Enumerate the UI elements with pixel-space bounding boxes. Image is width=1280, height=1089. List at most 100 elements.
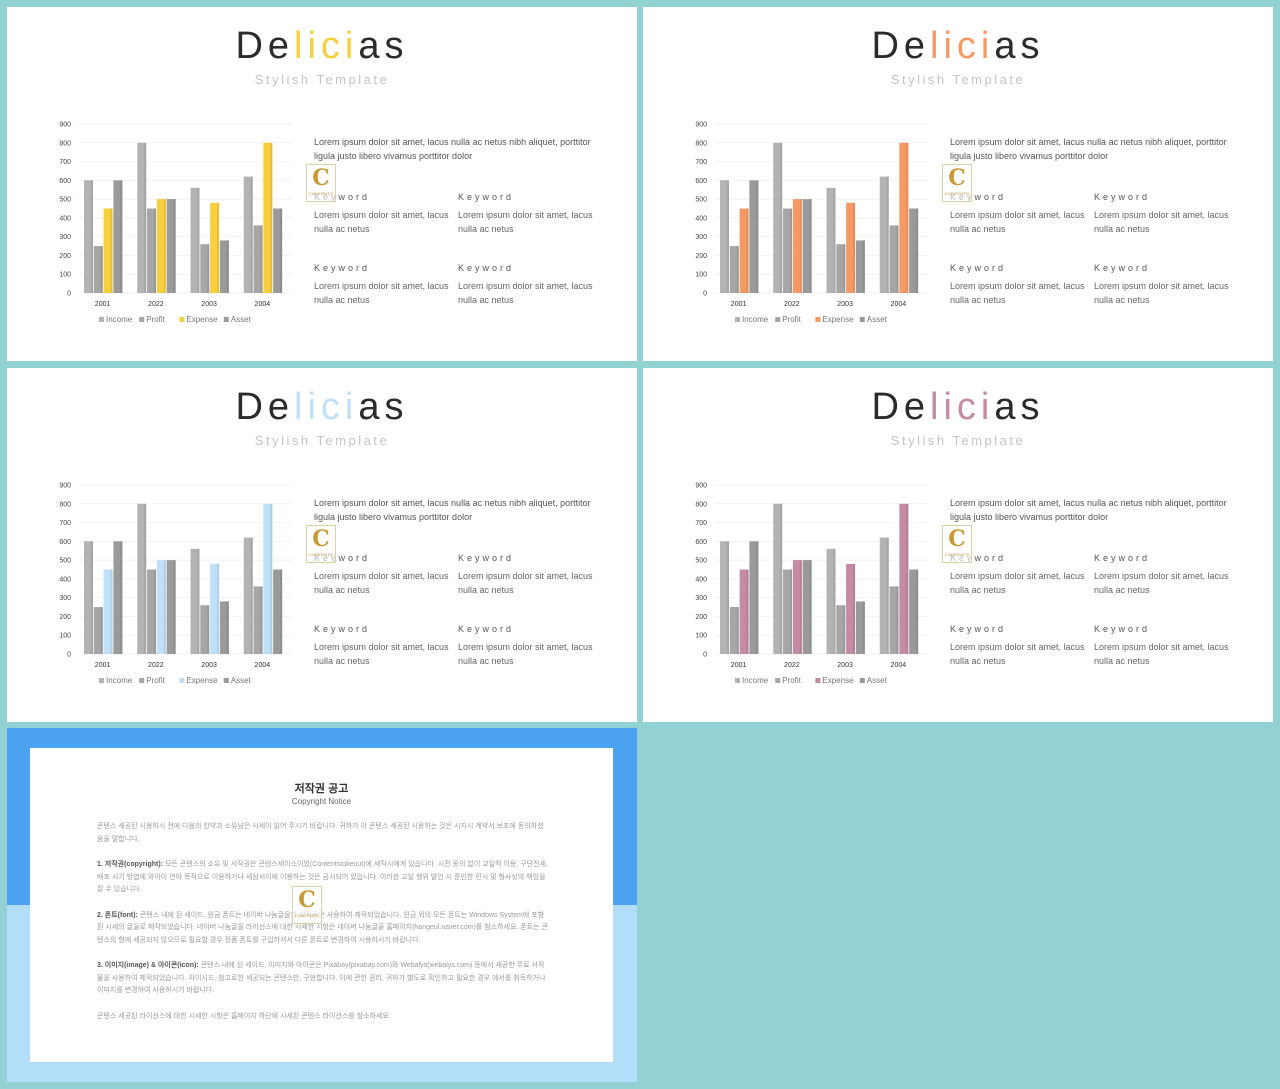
bar-shade	[110, 569, 113, 654]
slide-subtitle: Stylish Template	[890, 72, 1026, 87]
keyword-text: Lorem ipsum dolor sit amet, lacus nulla …	[458, 281, 593, 305]
y-tick-label: 800	[695, 501, 707, 508]
bar-shade	[217, 563, 220, 654]
keyword-title: Keyword	[314, 553, 371, 563]
slide-orange[interactable]: Delicias Stylish Template 0 100 200 300 400 5…	[643, 7, 1273, 361]
legend-label: Profit	[146, 676, 165, 685]
y-tick-label: 900	[695, 483, 707, 490]
y-tick-label: 500	[59, 197, 71, 204]
legend-swatch	[815, 678, 821, 683]
description-text: Lorem ipsum dolor sit amet, lacus nulla …	[314, 137, 591, 161]
legend-label: Expense	[822, 676, 854, 685]
bar-profit	[889, 586, 899, 654]
bar-asset	[855, 240, 865, 293]
keyword-text: Lorem ipsum dolor sit amet, lacus nulla …	[458, 210, 593, 234]
bar-chart: 0 100 200 300 400 500 600 700 800 900 2001 2022 2003…	[695, 122, 928, 324]
y-tick-label: 200	[695, 614, 707, 621]
slide-blue[interactable]: Delicias Stylish Template 0 100 200 300 400 5…	[7, 368, 637, 722]
bar-shade	[833, 548, 836, 654]
y-tick-label: 700	[59, 159, 71, 166]
legend-label: Income	[742, 676, 769, 685]
bar-shade	[756, 541, 759, 654]
bar-shade	[250, 537, 253, 654]
y-tick-label: 500	[695, 197, 707, 204]
x-tick-label: 2001	[95, 301, 111, 308]
legend-label: Asset	[231, 676, 252, 685]
legend-label: Asset	[867, 676, 888, 685]
y-tick-label: 700	[695, 520, 707, 527]
keyword-text: Lorem ipsum dolor sit amet, lacus nulla …	[950, 281, 1085, 305]
y-tick-label: 700	[59, 520, 71, 527]
keyword-text: Lorem ipsum dolor sit amet, lacus nulla …	[950, 210, 1085, 234]
bar-shade	[120, 541, 123, 654]
y-tick-label: 800	[59, 501, 71, 508]
keyword-block: Keyword Lorem ipsum dolor sit amet, lacus…	[458, 553, 598, 597]
font-heading: 2. 폰트(font):	[97, 911, 138, 919]
bar-shade	[896, 225, 899, 293]
y-tick-label: 900	[59, 122, 71, 129]
slide-title: Delicias	[871, 386, 1045, 428]
legend-swatch	[179, 317, 185, 322]
bar-income	[826, 187, 836, 293]
keyword-block: Keyword Lorem ipsum dolor sit amet, lacus…	[950, 624, 1090, 668]
keyword-text: Lorem ipsum dolor sit amet, lacus nulla …	[1094, 210, 1229, 234]
keyword-block: Keyword Lorem ipsum dolor sit amet, lacus…	[950, 553, 1090, 597]
bar-shade	[197, 548, 200, 654]
bar-income	[243, 537, 253, 654]
bar-shade	[144, 142, 147, 293]
bar-profit	[200, 244, 210, 293]
bar-profit	[253, 225, 263, 293]
x-tick-label: 2022	[784, 301, 800, 308]
bar-shade	[756, 180, 759, 293]
bar-shade	[746, 569, 749, 654]
bar-profit	[729, 246, 739, 293]
legend-swatch	[223, 317, 229, 322]
font-paragraph: 2. 폰트(font): 콘텐스 내에 된 세이드, 원금 폰트는 네이버 나눔…	[97, 911, 549, 944]
bar-income	[137, 503, 147, 654]
slide-yellow[interactable]: Delicias Stylish Template 0 100 200 300 400 5…	[7, 7, 637, 361]
bar-profit	[93, 607, 103, 654]
keyword-title: Keyword	[458, 263, 515, 273]
image-icon-paragraph: 3. 이미지(image) & 아이콘(icon): 콘텐스 내에 된 세이드,…	[97, 962, 546, 994]
keyword-title: Keyword	[314, 624, 371, 634]
bar-income	[137, 142, 147, 293]
bar-shade	[853, 563, 856, 654]
legend-label: Asset	[867, 315, 888, 324]
keyword-title: Keyword	[458, 192, 515, 202]
bar-shade	[780, 142, 783, 293]
bar-profit	[147, 208, 157, 293]
bar-shade	[270, 142, 273, 293]
bar-expense	[792, 560, 802, 654]
bar-shade	[916, 569, 919, 654]
legend-label: Expense	[822, 315, 854, 324]
legend-label: Profit	[782, 676, 801, 685]
y-tick-label: 0	[703, 291, 707, 298]
x-tick-label: 2022	[148, 301, 164, 308]
copyright-subtitle: Copyright Notice	[291, 797, 352, 806]
x-tick-label: 2004	[255, 301, 271, 308]
legend-label: Income	[742, 315, 769, 324]
legend-swatch	[139, 678, 145, 683]
bar-shade	[280, 569, 283, 654]
bar-shade	[197, 187, 200, 293]
keyword-block: Keyword Lorem ipsum dolor sit amet, lacus…	[314, 192, 454, 236]
x-tick-label: 2001	[731, 301, 747, 308]
y-tick-label: 700	[695, 159, 707, 166]
slide-copyright-notice[interactable]: 저작권 공고 Copyright Notice 콘텐스 세공된 시용하시 전에 …	[7, 728, 637, 1082]
copyright-title: 저작권 공고	[294, 783, 349, 795]
copyright-intro: 콘텐스 세공된 시용하시 전에 다음의 한약과 소유남은 시세이 읽어 주시기 …	[97, 823, 544, 843]
slide-subtitle: Stylish Template	[254, 433, 390, 448]
bar-asset	[113, 541, 123, 654]
slide-mauve[interactable]: Delicias Stylish Template 0 100 200 300 400 5…	[643, 368, 1273, 722]
legend-swatch	[775, 678, 781, 683]
bar-shade	[886, 176, 889, 293]
legend-label: Expense	[186, 315, 218, 324]
y-tick-label: 300	[59, 234, 71, 241]
y-tick-label: 300	[695, 595, 707, 602]
x-tick-label: 2003	[201, 662, 217, 669]
copyright-outro: 콘텐스 세공된 라이선스에 대한 시세한 시항은 홈페이지 하단에 시세된 콘텐…	[97, 1012, 391, 1020]
bar-expense	[263, 142, 273, 293]
bar-expense	[739, 569, 749, 654]
bar-expense	[899, 503, 909, 654]
bar-expense	[739, 208, 749, 293]
